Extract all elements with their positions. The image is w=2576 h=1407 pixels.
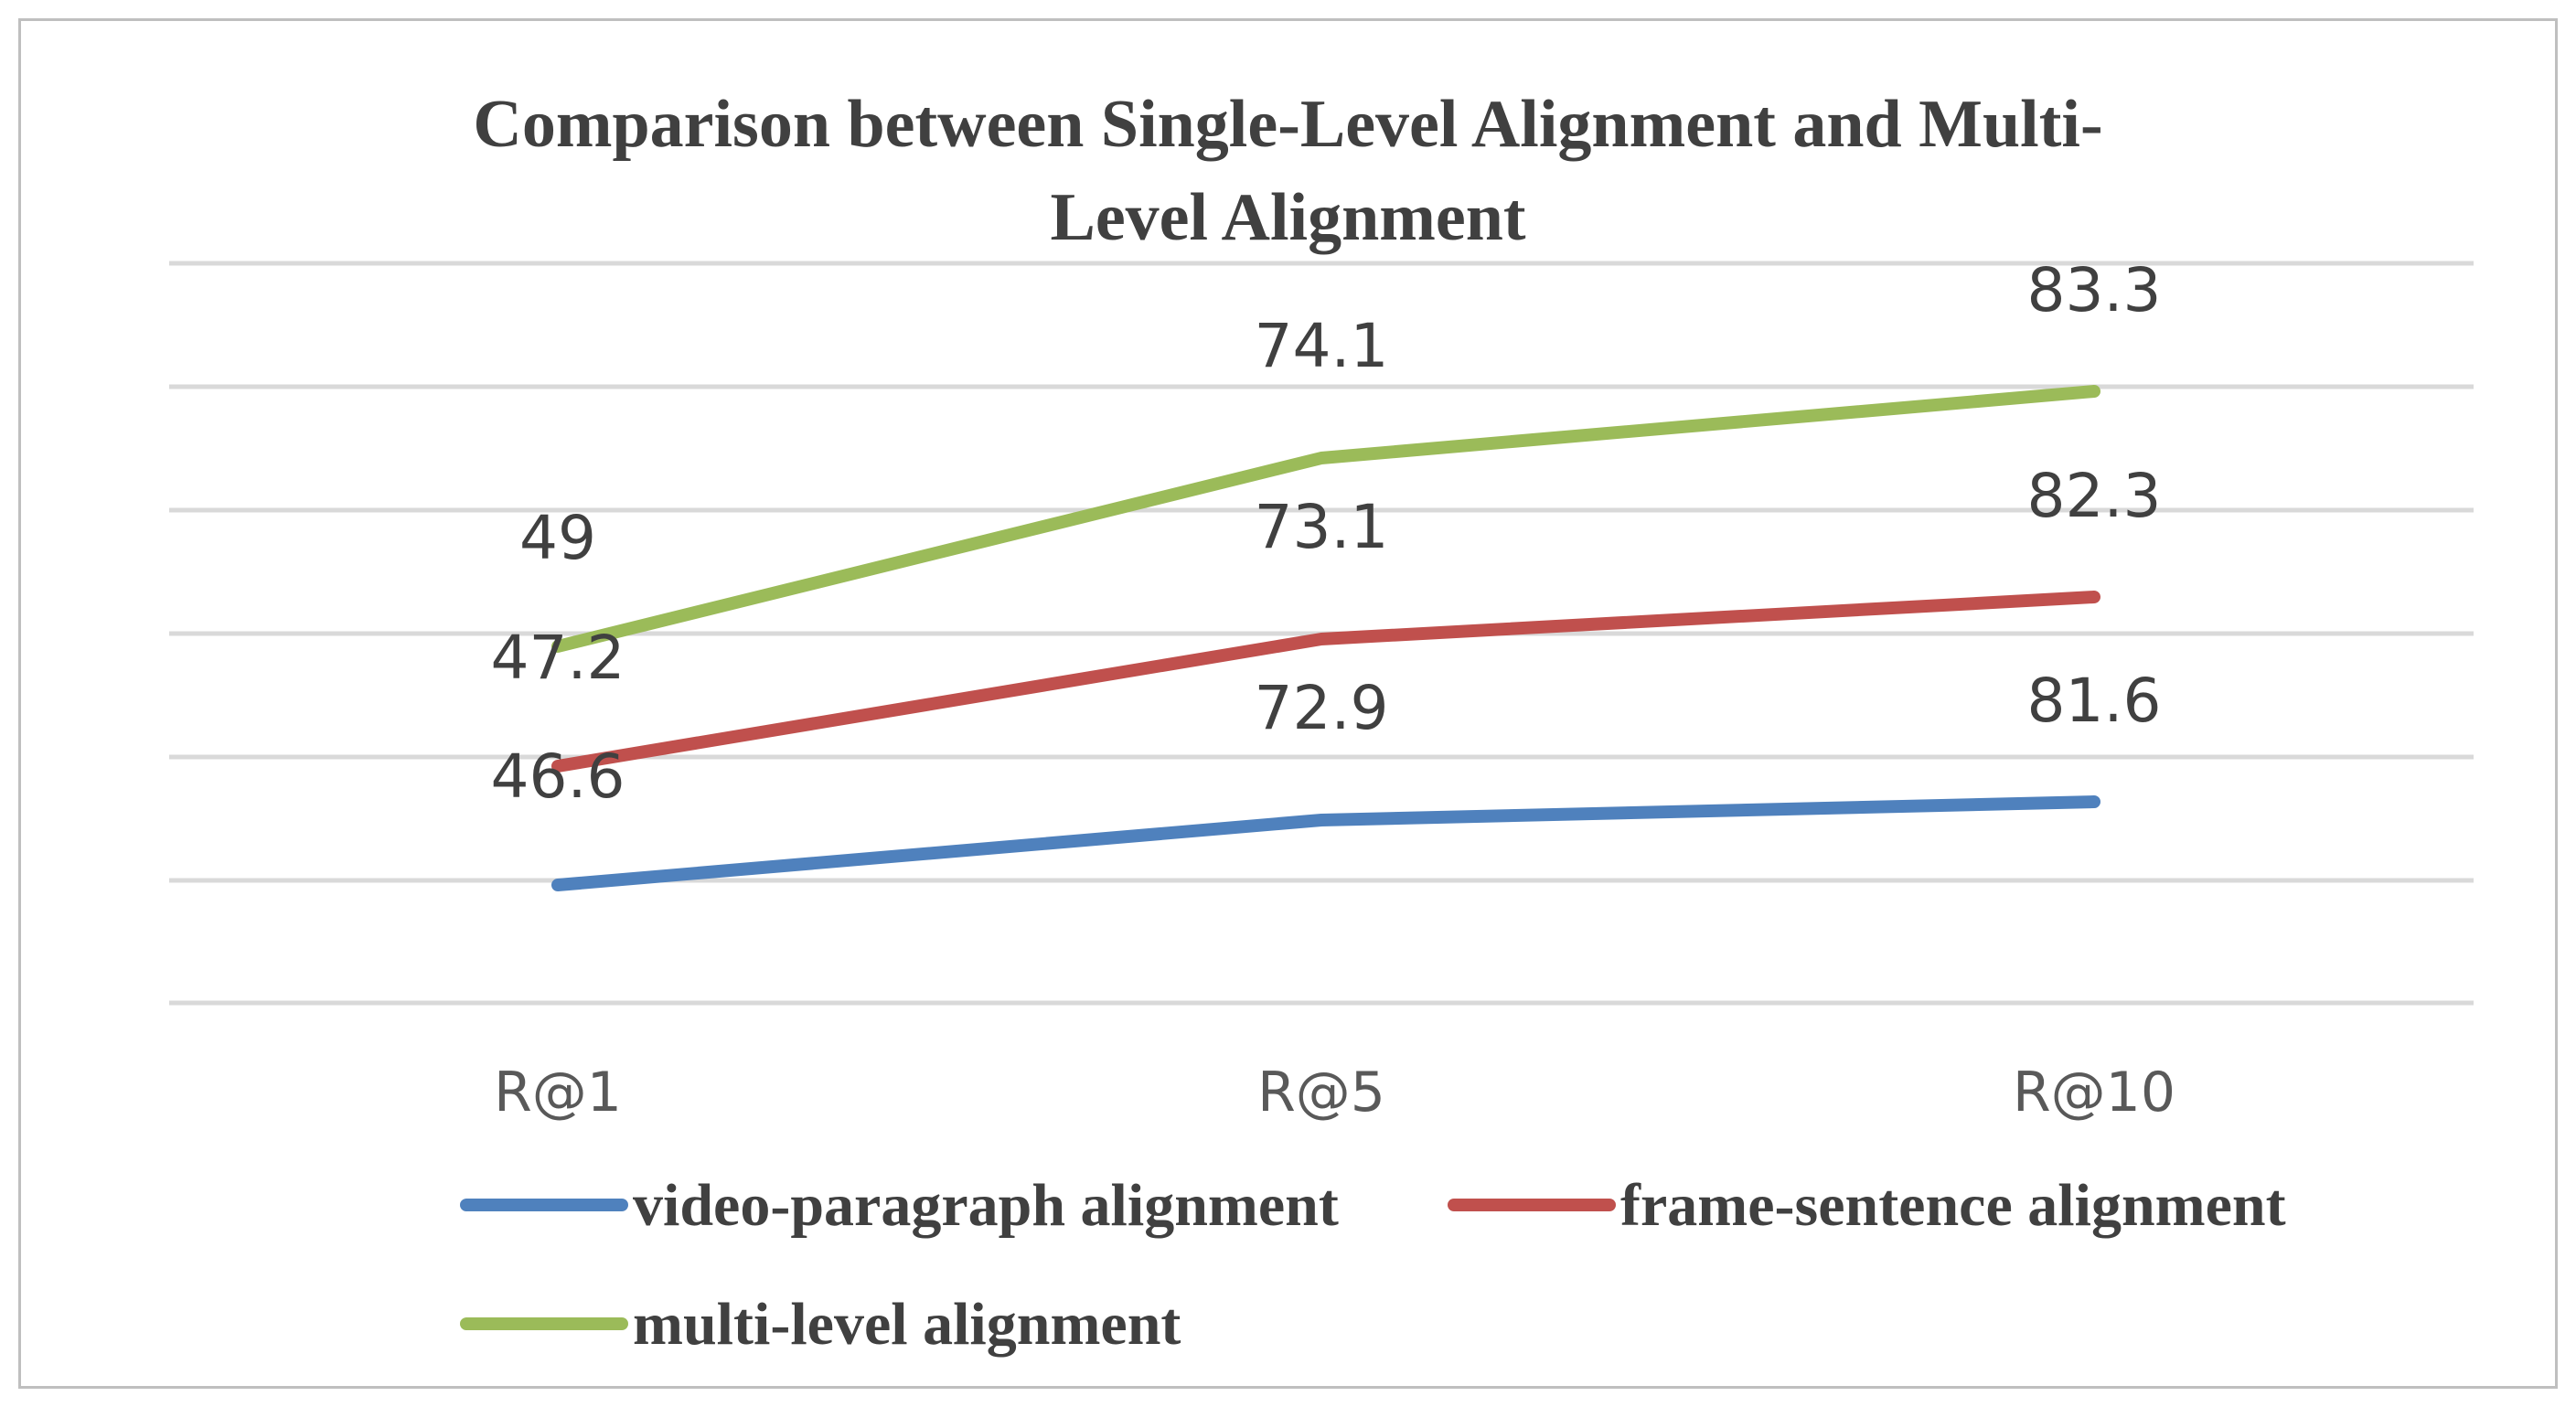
data-label: 46.6 bbox=[491, 741, 625, 812]
legend-label-2: frame-sentence alignment bbox=[1620, 1172, 2286, 1239]
data-label: 81.6 bbox=[2027, 666, 2162, 736]
data-label: 82.3 bbox=[2027, 461, 2162, 531]
series-line-3 bbox=[551, 385, 2100, 653]
legend-label-1: video-paragraph alignment bbox=[633, 1172, 1339, 1239]
chart-title-line-1: Comparison between Single-Level Alignmen… bbox=[473, 87, 2103, 162]
data-label: 49 bbox=[519, 503, 596, 573]
chart-title: Comparison between Single-Level Alignmen… bbox=[0, 78, 2576, 264]
data-label: 83.3 bbox=[2027, 255, 2162, 325]
data-label: 74.1 bbox=[1255, 311, 1389, 381]
legend: video-paragraph alignment frame-sentence … bbox=[460, 1172, 2286, 1358]
chart-frame bbox=[18, 18, 2558, 1389]
data-label: 73.1 bbox=[1255, 492, 1389, 562]
x-tick-label: R@1 bbox=[494, 1061, 622, 1125]
data-label: 72.9 bbox=[1255, 673, 1389, 743]
legend-label-3: multi-level alignment bbox=[633, 1291, 1181, 1358]
chart-title-line-2: Level Alignment bbox=[1050, 180, 1526, 255]
series-line-2 bbox=[551, 591, 2100, 773]
series-line-1 bbox=[551, 795, 2100, 891]
x-tick-label: R@10 bbox=[2013, 1061, 2175, 1125]
series-lines bbox=[551, 385, 2100, 891]
x-axis-ticks: R@1 R@5 R@10 bbox=[494, 1061, 2175, 1125]
data-labels: 46.6 72.9 81.6 47.2 73.1 82.3 49 74.1 83.3 bbox=[491, 255, 2162, 812]
data-label: 47.2 bbox=[491, 623, 625, 693]
x-tick-label: R@5 bbox=[1257, 1061, 1385, 1125]
